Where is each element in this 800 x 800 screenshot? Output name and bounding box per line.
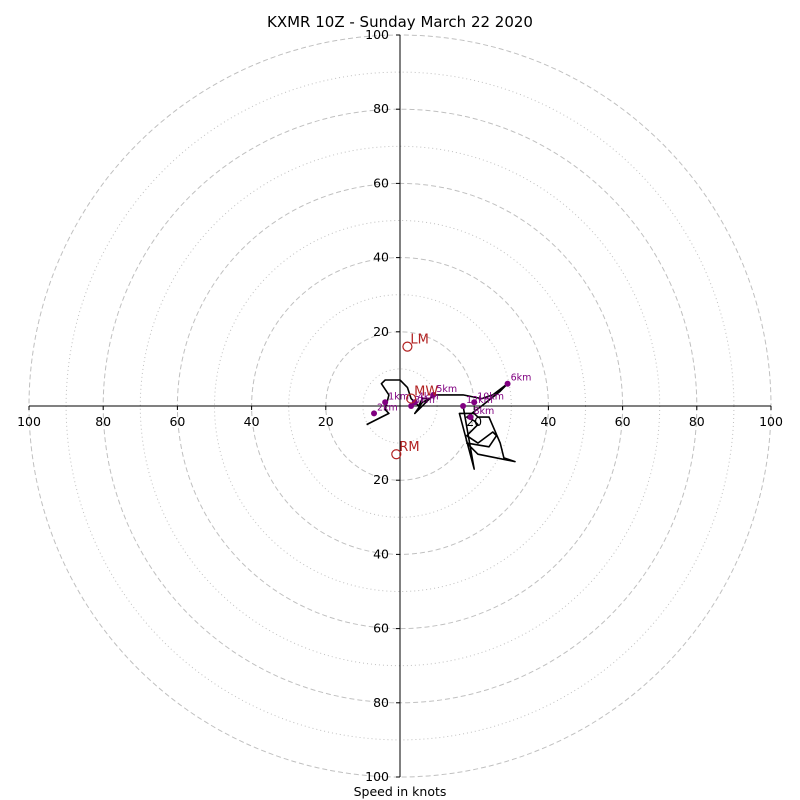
x-tick-label: 80 [95,414,111,429]
height-point-3km [408,403,415,409]
x-tick-label: 80 [689,414,705,429]
storm-motion-marker-MW [406,393,417,404]
y-tick-label: 20 [373,472,389,487]
height-point-10km [471,399,478,406]
height-label-5km: 5km [436,384,457,395]
height-label-4km: 4km [418,391,439,402]
storm-motion-markers: LM MW RM [391,333,438,460]
y-tick-label: 80 [373,695,389,710]
x-axis-label: Speed in knots [354,784,447,799]
height-point-12km [460,403,467,409]
y-tick-label: 60 [373,621,389,636]
x-tick-label: 60 [615,414,631,429]
x-tick-label: 100 [17,414,41,429]
y-tick-label: 80 [373,101,389,116]
height-point-4km [411,399,418,406]
y-tick-label: 100 [365,769,389,784]
storm-motion-marker-RM [391,449,402,460]
height-point-1km [382,399,389,406]
storm-motion-label-RM: RM [399,440,419,455]
height-point-5km [430,391,437,398]
height-point-2km [371,410,378,417]
height-label-2km: 2km [377,402,398,413]
x-tick-label: 60 [169,414,185,429]
x-tick-label: 40 [540,414,556,429]
y-tick-label: 40 [373,250,389,265]
height-label-1km: 1km [388,391,409,402]
storm-motion-marker-LM [402,341,413,352]
height-point-8km [467,414,474,421]
axes [29,35,771,777]
y-tick-label: 20 [373,324,389,339]
height-label-10km: 10km [477,391,504,402]
height-point-6km [504,380,511,387]
height-label-3km: 3km [414,395,435,406]
storm-motion-label-LM: LM [410,333,428,348]
storm-motion-label-MW: MW [414,385,438,400]
x-tick-label: 40 [244,414,260,429]
y-tick-label: 40 [373,546,389,561]
y-tick-label: 100 [365,27,389,42]
height-label-6km: 6km [511,373,532,384]
y-tick-label: 60 [373,175,389,190]
height-label-8km: 8km [473,406,494,417]
height-label-12km: 12km [466,395,493,406]
x-tick-label: 100 [759,414,783,429]
chart-title: KXMR 10Z - Sunday March 22 2020 [267,13,533,31]
x-tick-label: 20 [318,414,334,429]
